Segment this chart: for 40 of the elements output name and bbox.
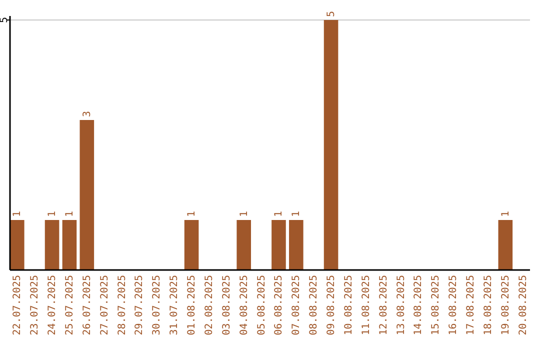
data-label: 5 [326, 10, 338, 17]
x-tick-label: 30.07.2025 [152, 275, 163, 336]
x-tick-label: 17.08.2025 [466, 275, 477, 336]
data-label: 1 [186, 210, 198, 217]
x-tick-label: 23.07.2025 [30, 275, 41, 336]
x-tick-label: 09.08.2025 [326, 275, 338, 336]
x-tick-label: 05.08.2025 [256, 275, 268, 336]
data-label: 1 [47, 210, 58, 217]
x-tick-label: 08.08.2025 [308, 275, 320, 336]
data-label: 1 [291, 210, 302, 217]
x-tick-label: 16.08.2025 [448, 275, 460, 336]
x-tick-label: 11.08.2025 [360, 275, 372, 336]
x-tick-label: 12.08.2025 [378, 275, 390, 336]
x-tick-label: 26.07.2025 [82, 275, 93, 336]
x-tick-label: 04.08.2025 [238, 275, 250, 336]
x-tick-label: 15.08.2025 [430, 275, 442, 336]
data-label: 1 [64, 210, 76, 217]
x-tick-label: 22.07.2025 [12, 275, 24, 336]
data-label: 1 [238, 210, 250, 217]
x-tick-label: 03.08.2025 [221, 275, 232, 336]
data-label: 1 [12, 210, 24, 217]
data-label: 1 [500, 210, 512, 217]
x-tick-label: 19.08.2025 [500, 275, 512, 336]
x-tick-label: 31.07.2025 [169, 275, 180, 336]
x-tick-label: 01.08.2025 [186, 275, 198, 336]
x-tick-label: 18.08.2025 [482, 275, 494, 336]
x-tick-label: 29.07.2025 [134, 275, 146, 336]
x-tick-label: 06.08.2025 [274, 275, 285, 336]
data-label: 1 [274, 210, 285, 217]
x-tick-label: 02.08.2025 [204, 275, 215, 336]
x-tick-label: 07.08.2025 [291, 275, 302, 336]
x-tick-label: 20.08.2025 [518, 275, 529, 336]
x-tick-label: 13.08.2025 [396, 275, 407, 336]
x-tick-label: 14.08.2025 [413, 275, 424, 336]
x-tick-label: 25.07.2025 [64, 275, 76, 336]
x-tick-label: 24.07.2025 [47, 275, 58, 336]
x-tick-label: 10.08.2025 [343, 275, 354, 336]
data-label: 3 [82, 110, 93, 117]
x-tick-label: 28.07.2025 [116, 275, 128, 336]
x-tick-label: 27.07.2025 [99, 275, 110, 336]
